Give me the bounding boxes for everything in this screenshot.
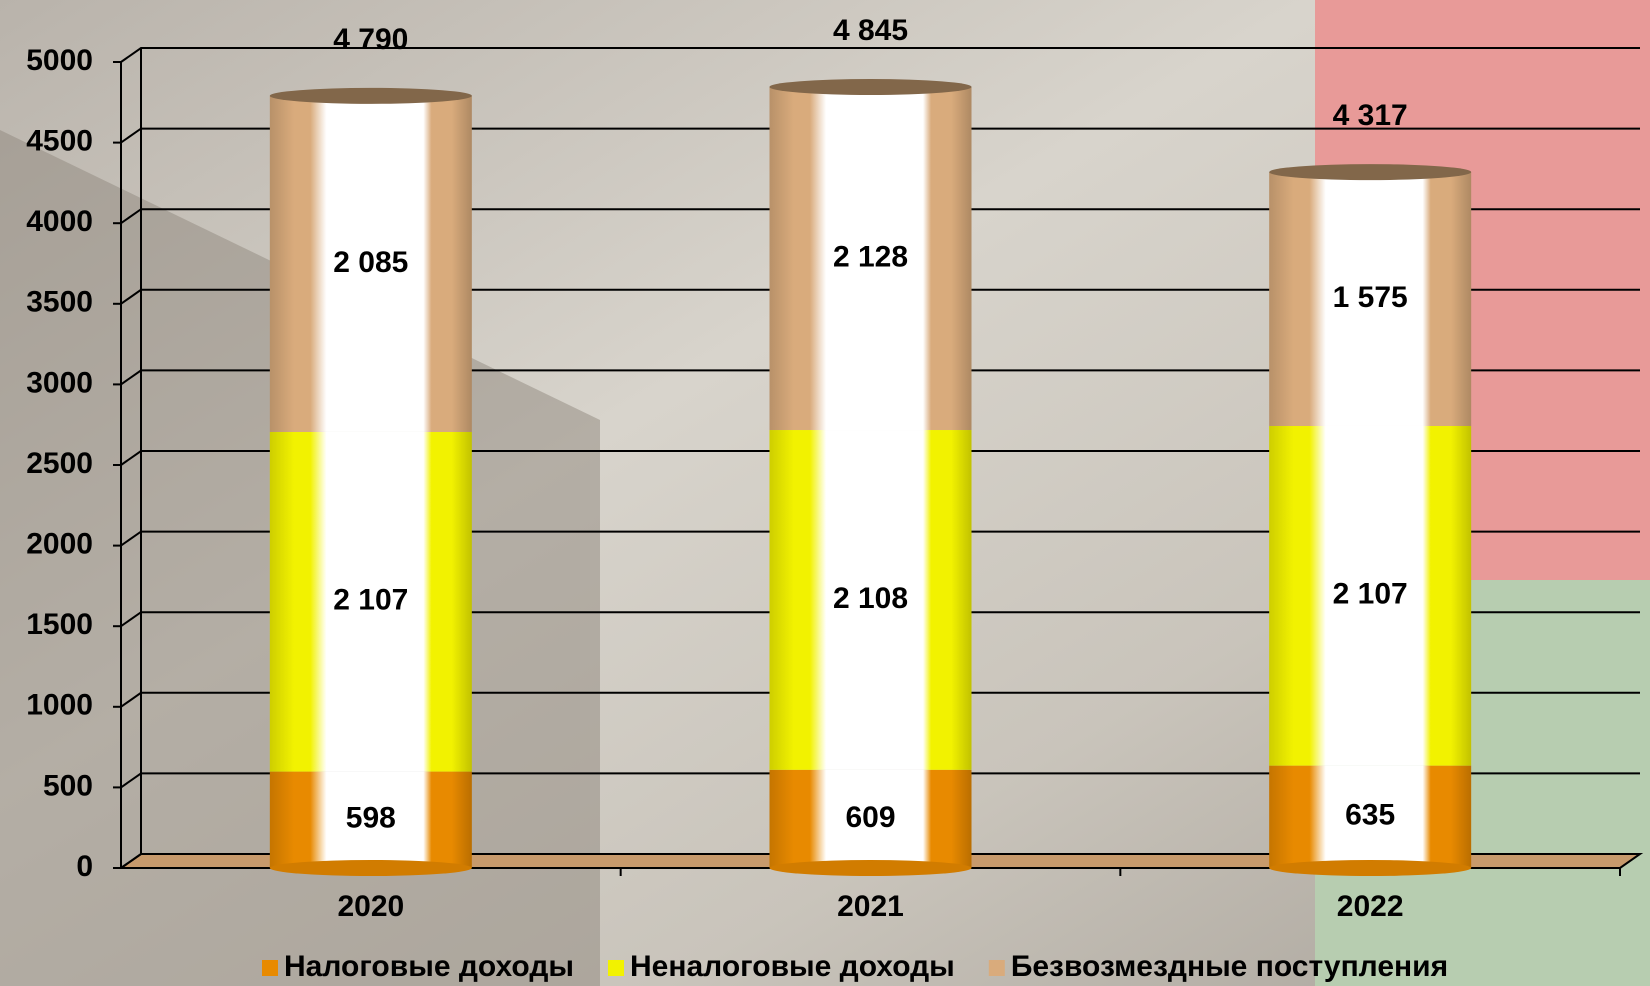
grid-line — [120, 530, 1640, 547]
data-label: 2 107 — [1333, 578, 1408, 611]
y-tick-label: 2000 — [26, 528, 93, 561]
cylinder-bottom — [269, 860, 472, 876]
y-tick-label: 500 — [43, 769, 93, 802]
y-tick-label: 4000 — [26, 205, 93, 238]
y-tick-label: 0 — [76, 850, 93, 883]
legend-swatch — [988, 960, 1005, 976]
grid-line — [120, 288, 1640, 305]
y-tick-label: 4500 — [26, 125, 93, 158]
cylinder-segment — [769, 769, 972, 868]
grid-line — [120, 691, 1640, 708]
cylinder-bottom — [769, 860, 972, 876]
grid-line — [120, 450, 1640, 466]
data-label: 2 085 — [333, 246, 408, 279]
grid-line — [120, 853, 1640, 869]
data-label: 1 575 — [1333, 281, 1408, 314]
cylinder-top — [769, 78, 972, 95]
grid-line — [120, 611, 1640, 628]
cylinder-segment — [269, 95, 472, 432]
grid-line — [120, 208, 1640, 225]
data-label: 598 — [346, 802, 396, 835]
y-tick-label: 3000 — [26, 366, 93, 399]
cylinder-segment — [1269, 172, 1472, 426]
grid-line — [120, 47, 1640, 63]
data-label: 635 — [1345, 799, 1395, 832]
x-tick-label: 2022 — [1337, 890, 1404, 923]
grid-line — [120, 772, 1640, 789]
legend: Налоговые доходы Неналоговые доходы Безвоз… — [262, 950, 1448, 983]
data-label: 2 108 — [833, 582, 908, 615]
legend-swatch — [262, 960, 278, 976]
total-label: 4 790 — [333, 23, 408, 56]
grid-line — [120, 127, 1640, 144]
cylinder-top — [1269, 164, 1472, 181]
data-label: 609 — [845, 801, 895, 834]
legend-label: Налоговые доходы — [284, 950, 574, 983]
legend-swatch — [608, 960, 624, 976]
total-label: 4 845 — [833, 14, 908, 47]
y-tick-label: 1500 — [26, 608, 93, 641]
data-label: 2 107 — [333, 584, 408, 617]
y-tick-label: 3500 — [26, 286, 93, 319]
cylinder-segment — [269, 431, 472, 772]
cylinder-segment — [1269, 765, 1472, 868]
x-tick-label: 2021 — [837, 890, 904, 923]
y-tick-label: 1000 — [26, 689, 93, 722]
grid-line — [120, 369, 1640, 386]
cylinder-bottom — [1269, 860, 1472, 876]
total-label: 4 317 — [1333, 99, 1408, 132]
cylinder-segment — [769, 86, 972, 431]
cylinder-top — [269, 87, 472, 104]
cylinder-segment — [769, 430, 972, 770]
x-tick-label: 2020 — [337, 890, 404, 923]
legend-label: Неналоговые доходы — [630, 950, 955, 983]
y-tick-label: 2500 — [26, 447, 93, 480]
cylinder-segment — [1269, 425, 1472, 766]
cylinder-segment — [269, 771, 472, 868]
data-label: 2 128 — [833, 240, 908, 273]
legend-label: Безвозмездные поступления — [1011, 950, 1448, 983]
y-tick-label: 5000 — [26, 44, 93, 77]
